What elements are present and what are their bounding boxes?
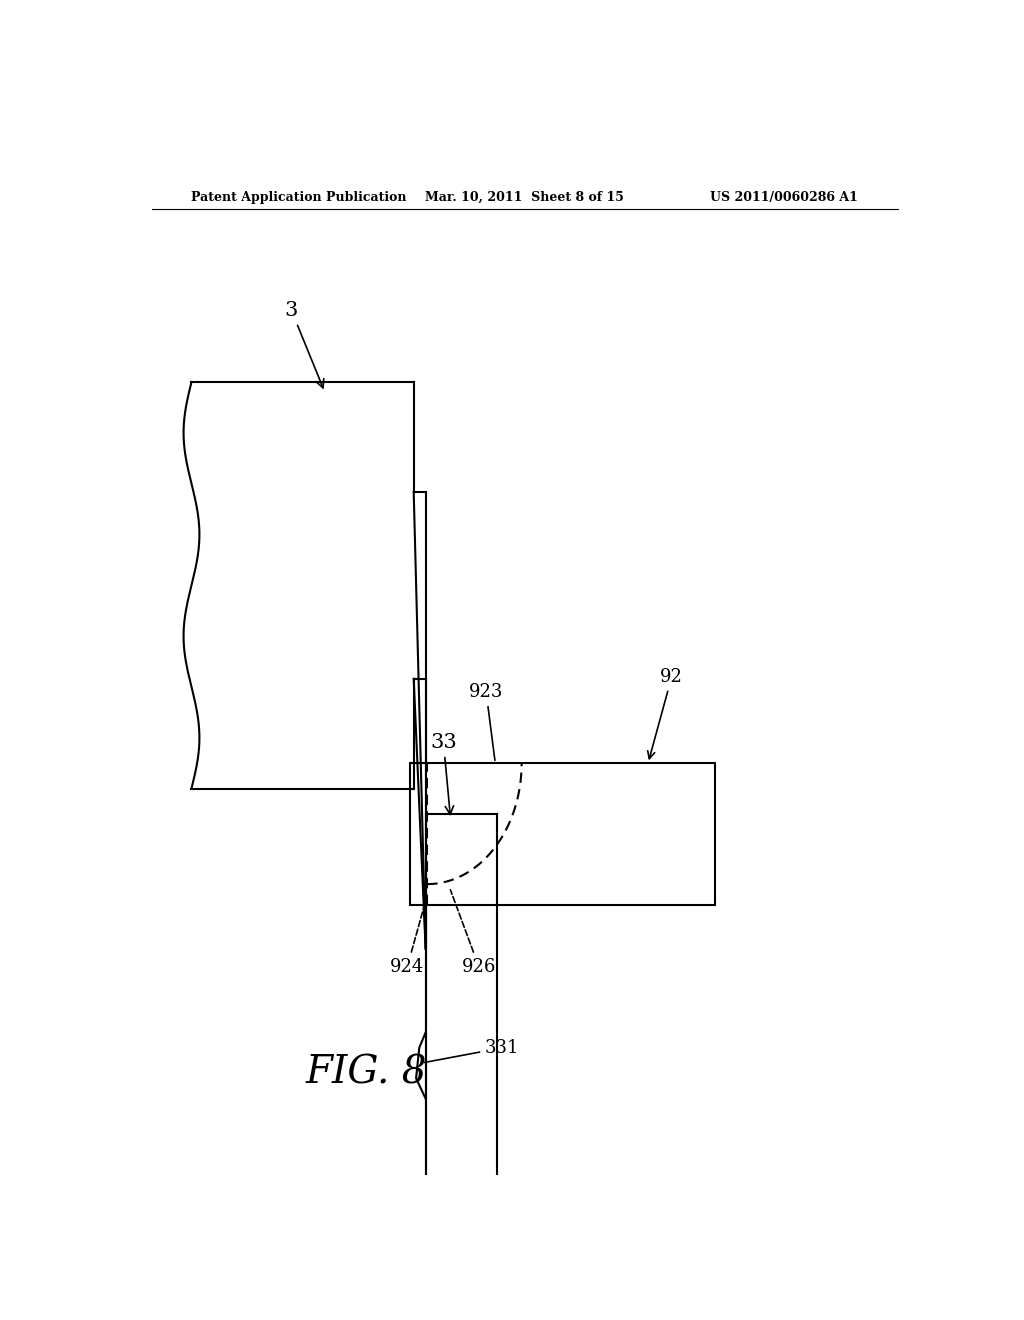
Text: 3: 3 xyxy=(285,301,324,388)
Text: Mar. 10, 2011  Sheet 8 of 15: Mar. 10, 2011 Sheet 8 of 15 xyxy=(425,191,625,203)
Text: 92: 92 xyxy=(648,668,683,759)
Text: 926: 926 xyxy=(451,890,496,975)
Text: 924: 924 xyxy=(390,898,426,975)
Text: 33: 33 xyxy=(430,733,457,814)
Text: 331: 331 xyxy=(424,1039,519,1063)
Text: US 2011/0060286 A1: US 2011/0060286 A1 xyxy=(711,191,858,203)
Bar xyxy=(410,763,715,906)
Text: 923: 923 xyxy=(469,682,504,760)
Text: FIG. 8: FIG. 8 xyxy=(305,1055,427,1092)
Text: Patent Application Publication: Patent Application Publication xyxy=(191,191,407,203)
